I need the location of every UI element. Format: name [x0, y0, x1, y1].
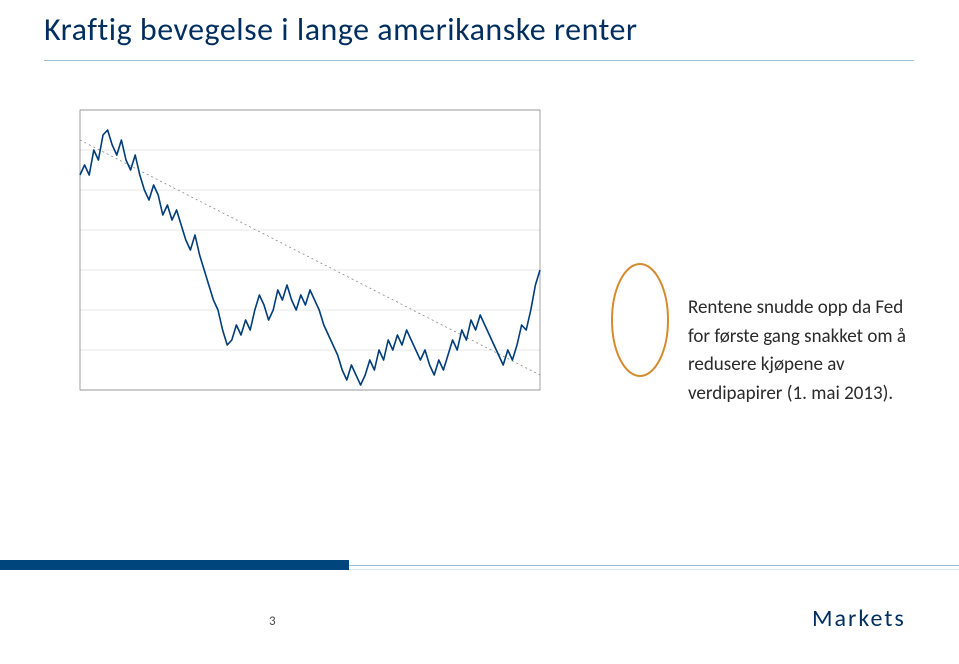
- svg-text:Nordea: Nordea: [54, 611, 123, 633]
- footer-rule-dark: [0, 560, 349, 570]
- rate-line-chart: [50, 100, 570, 410]
- footer-rule-light: [349, 565, 959, 566]
- annotation-ellipse: [608, 260, 672, 380]
- slide-title: Kraftig bevegelse i lange amerikanske re…: [44, 10, 638, 49]
- nordea-logo: Nordea: [54, 609, 166, 635]
- title-underline: [44, 60, 914, 61]
- page-number: 3: [269, 614, 276, 629]
- footer-rule-light2: [349, 569, 959, 570]
- markets-logo: Markets: [812, 604, 906, 633]
- annotation-text: Rentene snudde opp da Fed for første gan…: [688, 294, 928, 408]
